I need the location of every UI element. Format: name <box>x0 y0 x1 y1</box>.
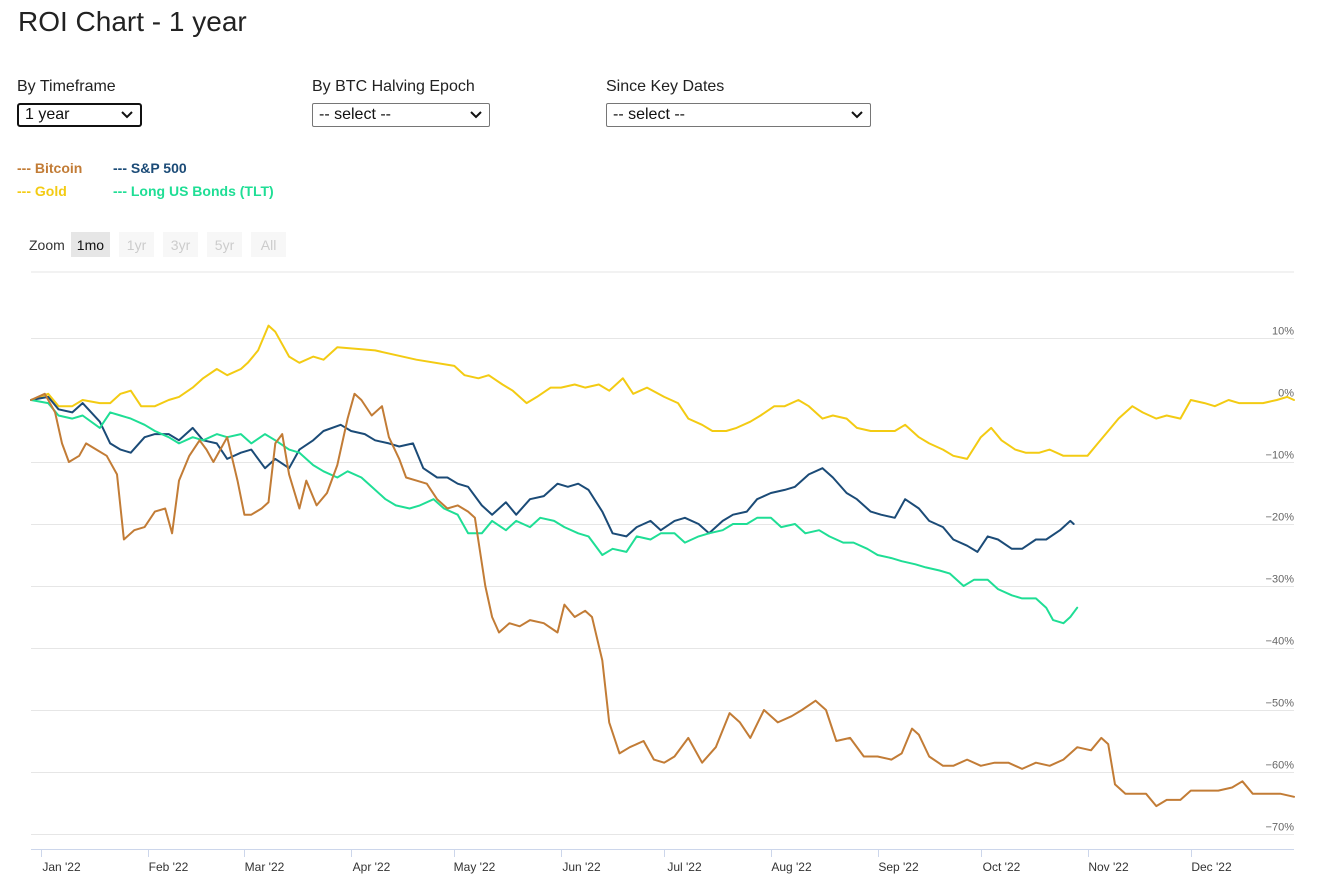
x-tick-label: Apr '22 <box>353 860 391 874</box>
halving-select[interactable]: -- select -- <box>312 103 490 127</box>
x-tick-label: Sep '22 <box>878 860 919 874</box>
y-tick-label: −50% <box>1266 698 1295 710</box>
legend-item-sp500[interactable]: --- S&P 500 <box>113 160 187 176</box>
x-tick-label: Jul '22 <box>667 860 702 874</box>
x-tick-label: Feb '22 <box>149 860 189 874</box>
y-tick-label: 0% <box>1278 388 1294 400</box>
chevron-down-icon <box>121 111 133 119</box>
halving-filter: By BTC Halving Epoch -- select -- <box>312 78 490 127</box>
zoom-all-button[interactable]: All <box>251 232 287 257</box>
x-tick-label: Nov '22 <box>1088 860 1129 874</box>
page-title: ROI Chart - 1 year <box>18 6 247 37</box>
x-tick-label: Jan '22 <box>42 860 81 874</box>
chart-legend: --- Bitcoin --- S&P 500 --- Gold --- Lon… <box>17 157 274 203</box>
chevron-down-icon <box>851 111 863 119</box>
legend-item-bitcoin[interactable]: --- Bitcoin <box>17 160 83 176</box>
chevron-down-icon <box>470 111 482 119</box>
keydates-select-value: -- select -- <box>613 106 685 123</box>
zoom-1yr-button[interactable]: 1yr <box>119 232 155 257</box>
timeframe-select[interactable]: 1 year <box>17 103 142 127</box>
y-tick-label: −20% <box>1266 512 1295 524</box>
x-tick-label: May '22 <box>454 860 496 874</box>
timeframe-label: By Timeframe <box>17 78 116 95</box>
zoom-5yr-button[interactable]: 5yr <box>207 232 243 257</box>
series-line-s-p-500[interactable] <box>30 395 1075 553</box>
zoom-1mo-button[interactable]: 1mo <box>70 232 111 257</box>
keydates-filter: Since Key Dates -- select -- <box>606 78 871 127</box>
y-tick-label: −60% <box>1266 760 1295 772</box>
keydates-label: Since Key Dates <box>606 78 725 95</box>
y-tick-label: −10% <box>1266 450 1295 462</box>
legend-item-gold[interactable]: --- Gold <box>17 183 67 199</box>
series-line-bitcoin[interactable] <box>30 392 1295 808</box>
x-tick-label: Jun '22 <box>562 860 601 874</box>
y-tick-label: −70% <box>1266 822 1295 834</box>
zoom-label: Zoom <box>29 236 65 253</box>
halving-label: By BTC Halving Epoch <box>312 78 475 95</box>
zoom-controls: Zoom 1mo 1yr 3yr 5yr All <box>29 232 295 257</box>
halving-select-value: -- select -- <box>319 106 391 123</box>
y-tick-label: −40% <box>1266 636 1295 648</box>
x-tick-label: Mar '22 <box>245 860 285 874</box>
x-tick-label: Aug '22 <box>771 860 812 874</box>
legend-item-tlt[interactable]: --- Long US Bonds (TLT) <box>113 183 274 199</box>
series-line-gold[interactable] <box>30 324 1295 460</box>
keydates-select[interactable]: -- select -- <box>606 103 871 127</box>
zoom-3yr-button[interactable]: 3yr <box>163 232 199 257</box>
x-tick-label: Dec '22 <box>1191 860 1232 874</box>
y-tick-label: 10% <box>1272 326 1294 338</box>
series-line-long-us-bonds-tlt[interactable] <box>30 399 1079 625</box>
y-tick-label: −30% <box>1266 574 1295 586</box>
timeframe-filter: By Timeframe 1 year <box>17 78 142 127</box>
roi-line-chart: 10% 0% −10% −20% −30% −40% −50% −60% −70% Jan '22… <box>30 271 1295 874</box>
x-tick-label: Oct '22 <box>983 860 1021 874</box>
timeframe-select-value: 1 year <box>25 106 70 123</box>
